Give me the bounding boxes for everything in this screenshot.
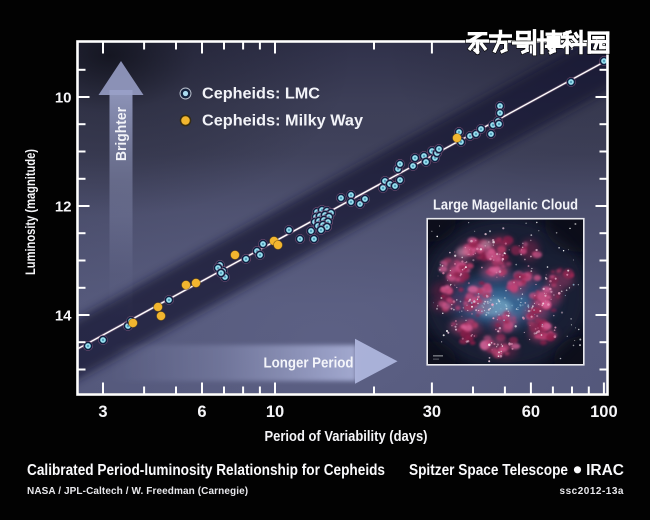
svg-text:14: 14 [55, 308, 72, 325]
svg-text:Calibrated Period-luminosity R: Calibrated Period-luminosity Relationshi… [27, 462, 385, 479]
svg-text:10: 10 [266, 403, 284, 421]
svg-text:10: 10 [55, 90, 72, 107]
svg-text:3: 3 [98, 403, 107, 421]
svg-text:ssc2012-13a: ssc2012-13a [560, 486, 624, 497]
svg-text:Longer Period: Longer Period [264, 355, 354, 372]
svg-text:Period of Variability (days): Period of Variability (days) [265, 429, 428, 445]
svg-text:6: 6 [197, 403, 206, 421]
svg-text:100: 100 [590, 403, 618, 421]
svg-text:Cepheids: LMC: Cepheids: LMC [202, 86, 320, 103]
svg-text:Cepheids: Milky Way: Cepheids: Milky Way [202, 113, 363, 130]
svg-text:Luminosity (magnitude): Luminosity (magnitude) [23, 149, 38, 275]
svg-text:NASA / JPL-Caltech / W. Freedm: NASA / JPL-Caltech / W. Freedman (Carneg… [27, 486, 248, 497]
svg-text:30: 30 [423, 403, 441, 421]
svg-text:Brighter: Brighter [113, 107, 130, 161]
svg-text:IRAC: IRAC [586, 462, 624, 479]
svg-text:60: 60 [522, 403, 540, 421]
svg-text:Large Magellanic Cloud: Large Magellanic Cloud [433, 198, 578, 214]
svg-text:12: 12 [55, 199, 72, 216]
svg-text:Spitzer Space Telescope: Spitzer Space Telescope [409, 462, 568, 479]
